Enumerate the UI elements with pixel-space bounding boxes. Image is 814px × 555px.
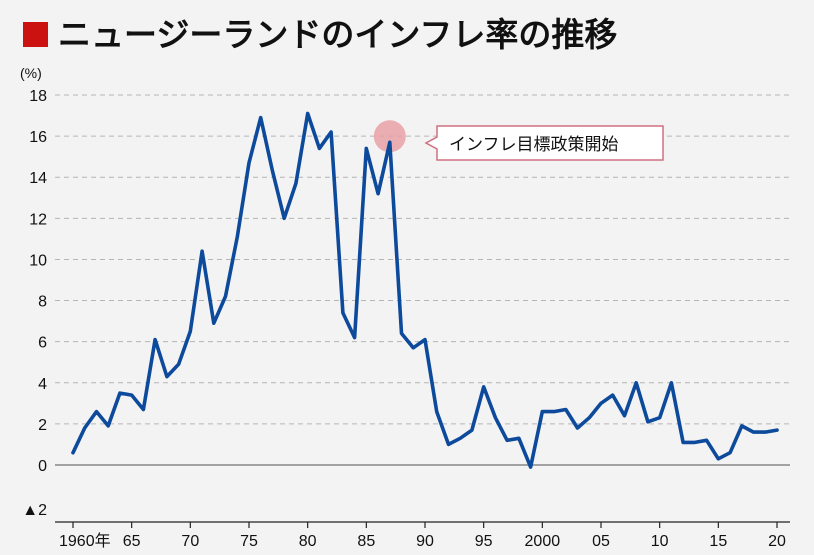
y-axis-unit-label: (%) [20,65,42,81]
x-tick-label: 75 [240,533,258,550]
y-tick-label-min: ▲2 [22,502,47,519]
x-tick-label: 05 [592,533,610,550]
data-points [71,112,779,470]
x-tick-label: 15 [709,533,727,550]
y-tick-label: 18 [29,88,47,105]
title-marker [23,22,48,47]
annotation-callout-box [424,125,664,161]
gridlines [55,94,790,466]
x-tick-label: 90 [416,533,434,550]
series-line-inflation [71,111,779,469]
chart-title: ニュージーランドのインフレ率の推移 [58,15,617,54]
y-tick-label: 6 [38,335,47,352]
annotation-highlight-dot [373,120,406,153]
x-tick-label: 65 [123,533,141,550]
y-tick-label: 14 [29,170,47,187]
y-tick-label: 12 [29,211,47,228]
x-tick-label: 95 [475,533,493,550]
x-tick-label: 10 [651,533,669,550]
y-tick-label: 10 [29,252,47,269]
x-tick-label: 70 [181,533,199,550]
y-tick-label: 4 [38,376,47,393]
x-tick-label: 2000 [525,533,561,550]
annotation-label: インフレ目標政策開始 [449,135,619,155]
x-tick-label: 1960年 [59,532,111,550]
x-tick-label: 85 [357,533,375,550]
x-tick-label: 80 [299,533,317,550]
x-axis-ticks: 1960年 65 70 75 80 85 90 95 2000 05 10 15 20 [55,521,790,550]
y-axis-ticks: 0 2 4 6 8 10 12 14 16 18 ▲2 [22,88,47,519]
y-tick-label: 2 [38,417,47,434]
y-tick-label: 8 [38,294,47,311]
x-tick-label: 20 [768,533,786,550]
y-tick-label: 16 [29,129,47,146]
y-tick-label: 0 [38,458,47,475]
